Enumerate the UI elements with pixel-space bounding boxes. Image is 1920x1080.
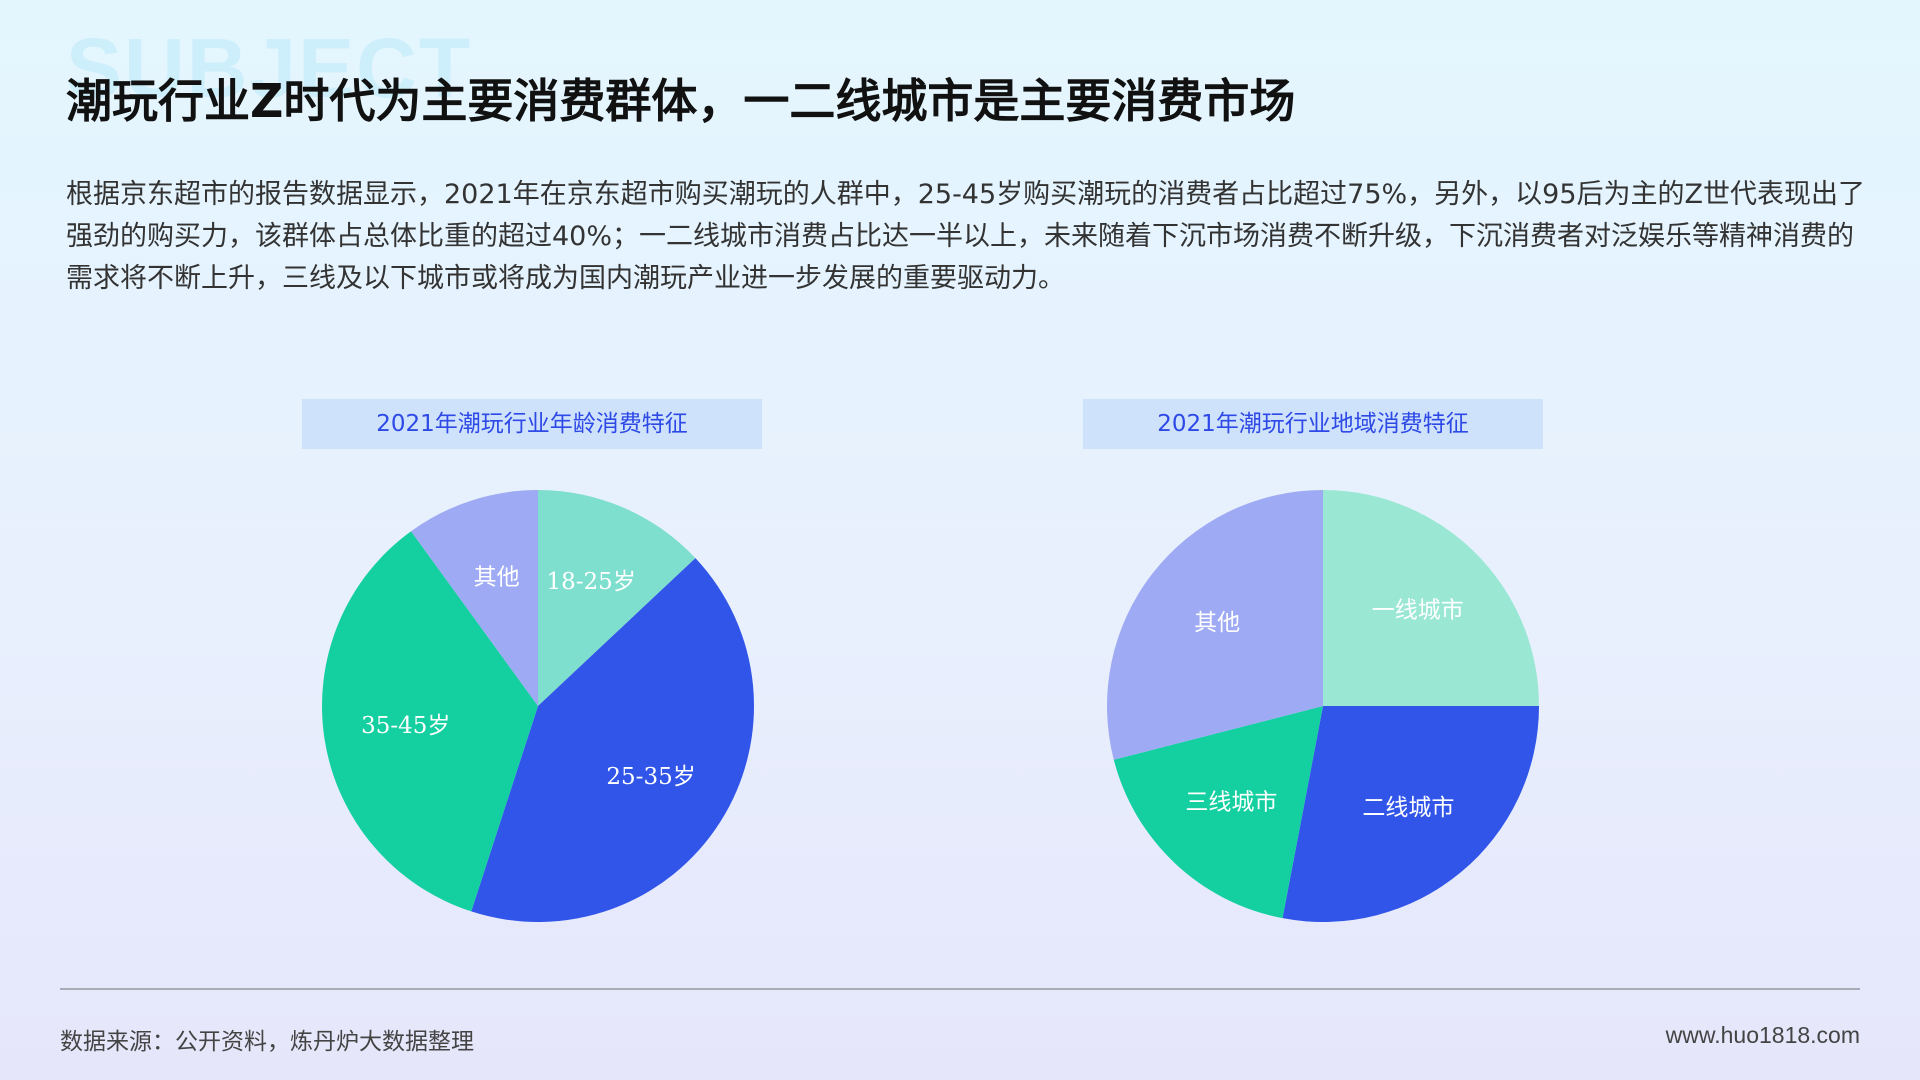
pie-slice-age-18-25 — [538, 490, 696, 706]
description-paragraph: 根据京东超市的报告数据显示，2021年在京东超市购买潮玩的人群中，25-45岁购… — [66, 179, 1866, 294]
pie-slice-city-other — [1107, 490, 1323, 760]
pie-label-age-35-45: 35-45岁 — [361, 713, 450, 739]
pie-slice-age-25-35 — [471, 558, 755, 923]
age-chart-title: 2021年潮玩行业年龄消费特征 — [302, 399, 762, 449]
pie-label-age-18-25: 18-25岁 — [547, 569, 636, 595]
pie-slice-tier-3-city — [1113, 706, 1323, 919]
pie-label-tier-2-city: 二线城市 — [1362, 795, 1454, 821]
pie-label-tier-1-city: 一线城市 — [1372, 597, 1464, 623]
region-chart-title: 2021年潮玩行业地域消费特征 — [1083, 399, 1543, 449]
data-source-note: 数据来源：公开资料，炼丹炉大数据整理 — [60, 1029, 474, 1055]
pie-label-city-other: 其他 — [1194, 610, 1240, 636]
pie-label-age-other: 其他 — [474, 565, 520, 591]
pie-slice-age-other — [411, 490, 538, 706]
website-url: www.huo1818.com — [1665, 1022, 1860, 1048]
pie-slice-tier-2-city — [1282, 706, 1539, 922]
pie-slice-age-35-45 — [321, 531, 538, 912]
watermark-text: SUBJECT — [66, 21, 473, 115]
pie-label-age-25-35: 25-35岁 — [606, 764, 695, 790]
age-pie-chart: 18-25岁 25-35岁 35-45岁 其他 — [321, 490, 755, 923]
pie-slice-tier-1-city — [1323, 490, 1539, 706]
pie-label-tier-3-city: 三线城市 — [1185, 790, 1277, 816]
page-title: 潮玩行业Z时代为主要消费群体，一二线城市是主要消费市场 — [66, 74, 1296, 128]
footer-divider — [60, 988, 1860, 990]
